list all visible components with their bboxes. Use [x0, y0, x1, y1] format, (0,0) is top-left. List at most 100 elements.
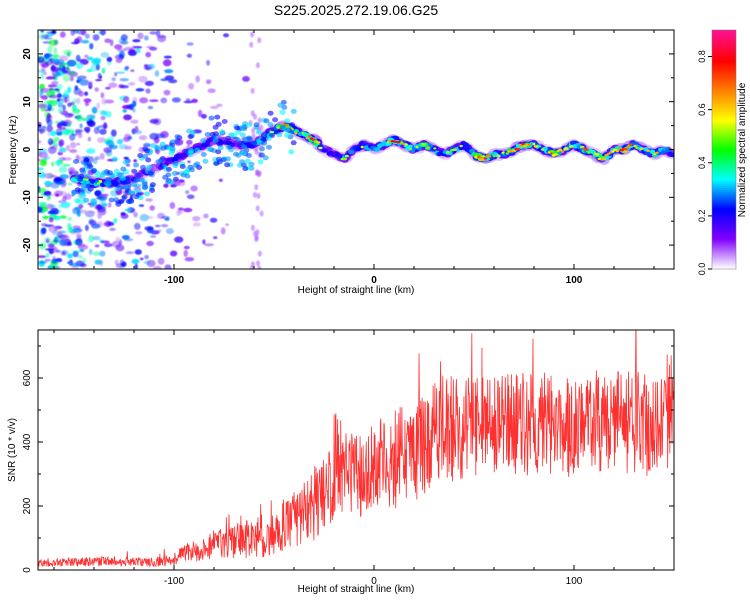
colorbar-swatch	[712, 181, 736, 184]
ridge-halo	[128, 189, 135, 195]
noise-speckle	[60, 122, 67, 127]
ridge-halo	[150, 143, 157, 149]
snr-line-layer	[38, 330, 674, 568]
colorbar-swatch	[712, 107, 736, 111]
noise-speckle	[38, 255, 47, 258]
noise-speckle	[88, 80, 93, 87]
ridge-mark	[321, 148, 328, 153]
ridge-halo	[188, 167, 195, 173]
ridge-mark	[516, 147, 521, 151]
noise-speckle	[160, 97, 168, 104]
ridge-halo	[140, 164, 146, 170]
noise-speckle	[99, 197, 106, 205]
ridge-halo	[279, 109, 286, 115]
noise-speckle	[110, 129, 117, 137]
ridge-mark	[587, 151, 591, 154]
noise-speckle	[67, 182, 73, 186]
noise-speckle	[64, 193, 72, 200]
noise-speckle	[209, 217, 218, 223]
ridge-halo	[200, 152, 207, 157]
noise-speckle	[251, 133, 256, 140]
noise-speckle	[255, 229, 260, 236]
noise-speckle	[77, 244, 86, 248]
ridge-halo	[233, 151, 239, 157]
spectrogram-x-axis-label: Height of straight line (km)	[298, 285, 415, 296]
noise-speckle	[59, 190, 67, 196]
ridge-halo	[259, 152, 265, 158]
noise-speckle	[47, 45, 53, 54]
noise-speckle	[51, 54, 60, 58]
noise-speckle	[76, 143, 80, 146]
noise-speckle	[123, 114, 132, 121]
noise-speckle	[114, 44, 123, 50]
noise-speckle	[257, 250, 262, 257]
ridge-mark	[409, 147, 412, 151]
ridge-halo	[90, 201, 97, 207]
ridge-halo	[242, 166, 249, 172]
colorbar-swatch	[712, 129, 736, 133]
colorbar-swatch	[712, 241, 736, 244]
noise-speckle	[118, 239, 123, 246]
ridge-mark	[527, 143, 531, 147]
noise-speckle	[91, 106, 98, 114]
ridge-halo	[209, 131, 216, 137]
ridge-halo	[244, 158, 251, 164]
noise-speckle	[90, 64, 98, 72]
ridge-halo	[227, 144, 234, 150]
noise-speckle	[54, 160, 60, 165]
colorbar-swatch	[712, 177, 736, 180]
noise-speckle	[133, 211, 138, 218]
noise-speckle	[100, 92, 105, 99]
noise-speckle	[84, 224, 89, 232]
ridge-halo	[214, 114, 221, 120]
ridge-mark	[305, 136, 309, 140]
noise-speckle	[123, 238, 134, 242]
ridge-halo	[265, 136, 272, 141]
ridge-halo	[90, 168, 97, 174]
noise-speckle	[70, 30, 75, 36]
ridge-mark	[374, 147, 381, 152]
noise-speckle	[148, 63, 155, 70]
colorbar-swatch	[712, 93, 736, 97]
colorbar-swatch	[712, 121, 736, 125]
noise-speckle	[185, 98, 191, 102]
noise-speckle	[157, 257, 165, 265]
noise-speckle	[56, 98, 61, 102]
colorbar-swatch	[712, 185, 736, 188]
y-tick-label: -10	[22, 190, 33, 205]
colorbar-swatch	[712, 247, 736, 250]
noise-speckle	[71, 41, 79, 45]
colorbar-swatch	[712, 77, 736, 81]
ridge-halo	[142, 153, 149, 159]
noise-speckle	[197, 109, 203, 117]
noise-speckle	[67, 95, 70, 103]
ridge-halo	[166, 166, 172, 172]
colorbar-swatch	[712, 193, 736, 196]
ridge-mark	[458, 145, 465, 150]
ridge-halo	[133, 162, 139, 168]
noise-speckle	[104, 38, 111, 43]
ridge-mark	[602, 158, 607, 161]
colorbar-swatch	[712, 119, 736, 123]
ridge-mark	[452, 148, 457, 151]
noise-speckle	[46, 156, 51, 160]
ridge-halo	[138, 177, 145, 183]
noise-speckle	[157, 35, 167, 43]
spectrogram-y-axis-label: Frequency (Hz)	[8, 116, 19, 185]
ridge-mark	[488, 155, 492, 158]
noise-speckle	[130, 69, 135, 72]
noise-speckle	[107, 202, 112, 208]
colorbar-swatch	[712, 195, 736, 198]
ridge-halo	[284, 118, 291, 124]
noise-speckle	[92, 34, 100, 41]
ridge-halo	[204, 142, 211, 148]
noise-speckle	[94, 244, 100, 248]
noise-speckle	[45, 253, 50, 258]
ridge-halo	[120, 175, 127, 181]
colorbar-swatch	[712, 37, 736, 41]
ridge-halo	[101, 170, 108, 176]
noise-speckle	[41, 223, 48, 227]
colorbar-swatch	[712, 81, 736, 85]
noise-speckle	[220, 227, 226, 235]
